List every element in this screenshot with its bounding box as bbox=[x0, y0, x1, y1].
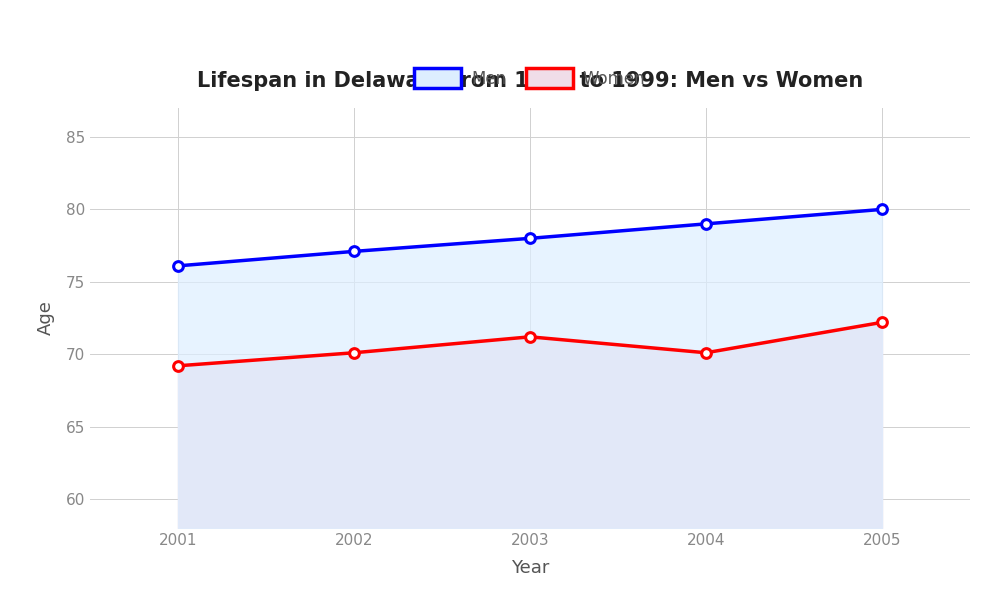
Legend: Men, Women: Men, Women bbox=[408, 62, 652, 94]
Title: Lifespan in Delaware from 1970 to 1999: Men vs Women: Lifespan in Delaware from 1970 to 1999: … bbox=[197, 71, 863, 91]
Y-axis label: Age: Age bbox=[37, 301, 55, 335]
X-axis label: Year: Year bbox=[511, 559, 549, 577]
